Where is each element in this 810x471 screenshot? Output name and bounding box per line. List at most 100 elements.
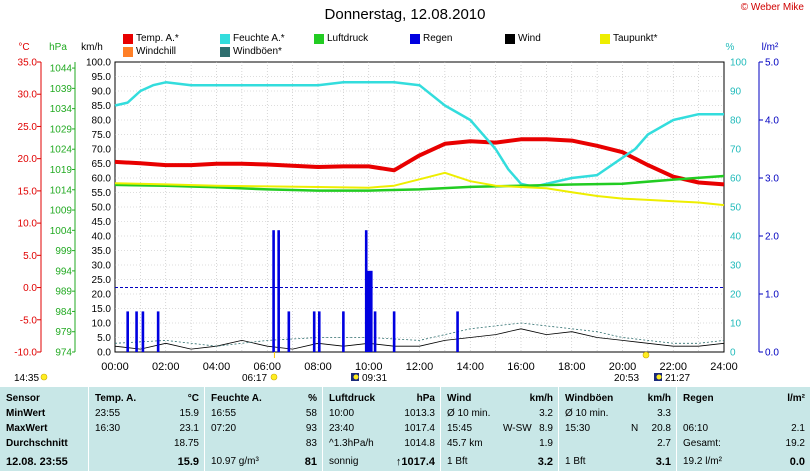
stats-header: Luftdruck — [329, 393, 376, 404]
wind-avg10-value: 3.2 — [539, 408, 553, 419]
legend-label: Regen — [423, 33, 453, 44]
rain-bar — [367, 270, 371, 352]
x-tick-label: 16:00 — [507, 361, 535, 373]
sunrise-label: 06:17 — [242, 373, 267, 384]
legend-label: Wind — [518, 33, 541, 44]
pressure-axis-title: hPa — [49, 42, 67, 53]
stats-col-wind: Wind km/h Ø 10 min. 3.2 15:45 W-SW 8.9 45.7 … — [440, 387, 559, 471]
rain-bar — [342, 311, 345, 352]
weather-chart: °C hPa km/h% l/m² 35.0 30.0 25.0 20.0 15.0 10.0 5.… — [14, 42, 779, 384]
humidity-tick-label: 80 — [730, 116, 742, 127]
pressure-tick-label: 999 — [55, 246, 72, 257]
humidity-tick-label: 40 — [730, 232, 742, 243]
stats-header: Windböen — [565, 393, 614, 404]
wind-tick-label: 80.0 — [92, 116, 112, 127]
stats-col-temp: Temp. A. °C 23:55 15.9 16:30 23.1 18.75 15.… — [88, 387, 205, 471]
time-left-label: 14:35 — [14, 373, 39, 384]
legend-item-gust: Windböen* — [220, 46, 282, 57]
legend-label: Windchill — [136, 46, 177, 57]
pressure-avg-value: 1014.8 — [404, 438, 435, 449]
pressure-tick-label: 1039 — [50, 84, 73, 95]
x-tick-label: 14:00 — [456, 361, 484, 373]
humidity-tick-label: 50 — [730, 203, 742, 214]
wind-current-value: 3.2 — [537, 456, 553, 468]
stats-header: Temp. A. — [95, 393, 137, 404]
x-tick-label: 12:00 — [406, 361, 434, 373]
row-label-max: MaxWert — [6, 423, 48, 434]
humidity-tick-label: 70 — [730, 145, 742, 156]
wind-tick-label: 100.0 — [86, 58, 111, 69]
series-line-windb-en — [114, 322, 725, 347]
temp-current-value: 15.9 — [177, 456, 199, 468]
humidity-avg-value: 83 — [305, 438, 317, 449]
moonset-icon-glyph — [353, 374, 359, 380]
stats-unit: l/m² — [787, 393, 805, 404]
pressure-min-time: 10:00 — [329, 408, 355, 419]
legend-item-pressure: Luftdruck — [314, 33, 368, 44]
temp-tick-label: -5.0 — [20, 315, 38, 326]
pressure-tick-label: 1019 — [50, 165, 73, 176]
rain-tick-label: 1.0 — [765, 290, 779, 301]
temp-tick-label: 0.0 — [23, 283, 37, 294]
stats-col-gust: Windböen km/h Ø 10 min. 3.3 15:30 N 20.8 2.7… — [558, 387, 677, 471]
x-tick-label: 20:00 — [609, 361, 637, 373]
stats-unit: hPa — [416, 393, 435, 404]
temp-min-time: 23:55 — [95, 408, 121, 419]
moonrise-label: 21:27 — [665, 373, 690, 384]
rain-bar — [156, 311, 160, 352]
rain-bar — [135, 311, 138, 352]
gust-avg-label: Ø 10 min. — [565, 408, 609, 419]
temp-tick-label: 35.0 — [18, 58, 38, 69]
legend-item-wind: Wind — [505, 33, 541, 44]
wind-tick-label: 85.0 — [92, 101, 112, 112]
wind-avg-label: Ø 10 min. — [447, 408, 491, 419]
pressure-tick-label: 989 — [55, 287, 72, 298]
wind-max-value: 8.9 — [539, 423, 553, 434]
legend-label: Temp. A.* — [136, 33, 179, 44]
rain-current-value: 0.0 — [789, 456, 805, 468]
humidity-max-time: 07:20 — [211, 423, 237, 434]
sun-left-icon — [40, 373, 48, 381]
pressure-tick-label: 1014 — [50, 185, 73, 196]
pressure-tick-label: 1024 — [50, 145, 73, 156]
row-label-avg: Durchschnitt — [6, 438, 68, 449]
statistics-table: Sensor MinWert MaxWert Durchschnitt 12.0… — [0, 387, 810, 471]
legend-item-rain: Regen — [410, 33, 452, 44]
x-tick-label: 02:00 — [152, 361, 180, 373]
rain-total-value: 19.2 — [785, 438, 805, 449]
pressure-min-value: 1013.3 — [404, 408, 435, 419]
wind-tick-label: 60.0 — [92, 174, 112, 185]
rain-bar — [364, 230, 368, 352]
wind-tick-label: 50.0 — [92, 203, 112, 214]
wind-avg-value: 1.9 — [539, 438, 553, 449]
wind-tick-label: 0.0 — [97, 348, 111, 359]
rain-bar — [392, 311, 396, 352]
stats-col-pressure: Luftdruck hPa 10:00 1013.3 23:40 1017.4 ^1.… — [322, 387, 441, 471]
x-tick-label: 10:00 — [355, 361, 383, 373]
dewpoint-swatch — [600, 33, 610, 44]
pressure-tick-label: 1009 — [50, 206, 73, 217]
stats-header: Wind — [447, 393, 472, 404]
wind-beaufort: 1 Bft — [447, 456, 468, 467]
rain-max-value: 2.1 — [791, 423, 805, 434]
stats-header: Sensor — [6, 393, 40, 404]
legend-label: Feuchte A.* — [233, 33, 285, 44]
wind-tick-label: 65.0 — [92, 159, 112, 170]
temp-tick-label: 20.0 — [18, 154, 38, 165]
pressure-max-value: 1017.4 — [404, 423, 435, 434]
gust-max-direction: N — [631, 423, 639, 434]
x-tick-label: 08:00 — [304, 361, 332, 373]
rain-current-rate: 19.2 l/m² — [683, 456, 722, 467]
rain-bar — [317, 311, 321, 352]
humidity-tick-label: 10 — [730, 319, 742, 330]
humidity-min-value: 58 — [305, 408, 317, 419]
gust-avg-value: 2.7 — [657, 438, 671, 449]
temp-min-value: 15.9 — [179, 408, 199, 419]
rain-tick-label: 4.0 — [765, 116, 779, 127]
row-label-min: MinWert — [6, 408, 46, 419]
pressure-tick-label: 974 — [55, 348, 72, 359]
wind-tick-label: 25.0 — [92, 275, 112, 286]
pressure-tick-label: 984 — [55, 307, 72, 318]
pressure-max-time: 23:40 — [329, 423, 355, 434]
pressure-tick-label: 994 — [55, 266, 72, 277]
